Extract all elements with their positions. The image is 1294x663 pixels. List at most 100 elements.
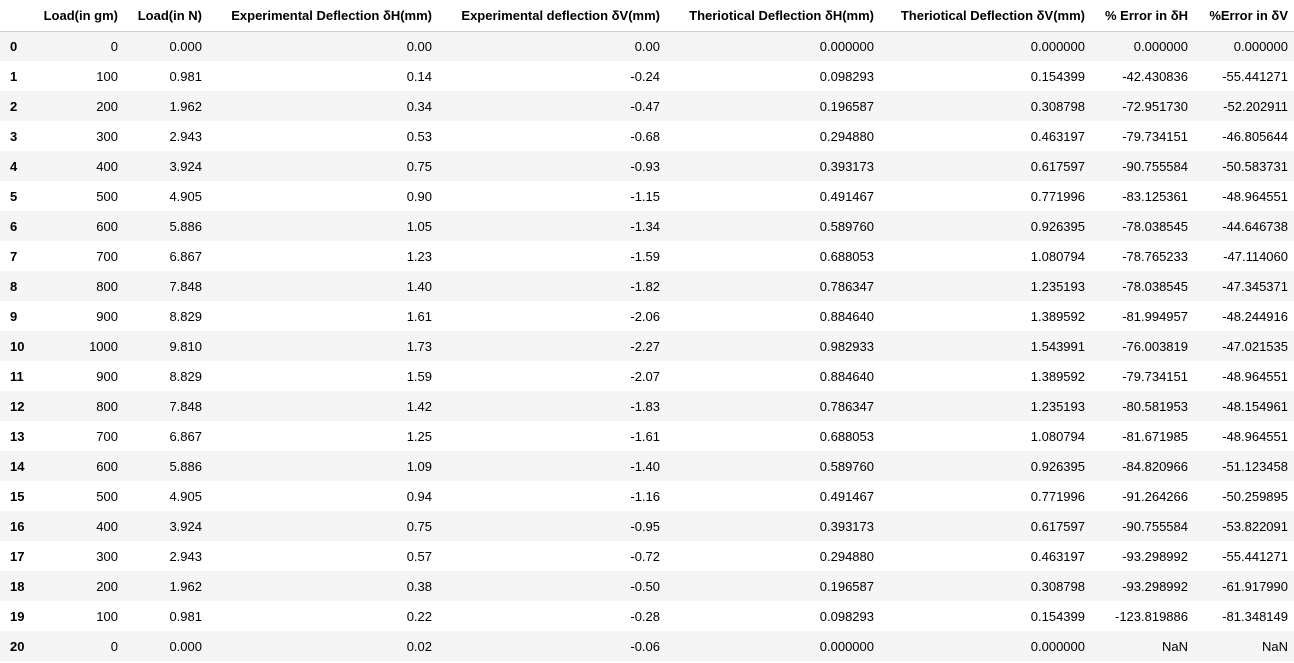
table-body: 0 0 0.000 0.00 0.00 0.000000 0.000000 0.000000 0… [0,31,1294,661]
table-cell: 4.905 [169,488,202,504]
table-cell: 1.080794 [1030,248,1085,264]
table-cell: 500 [96,188,118,204]
table-cell: 300 [96,548,118,564]
table-cell: 1000 [89,338,118,354]
table-cell: 2.943 [169,548,202,564]
table-cell: -48.964551 [1222,368,1288,384]
table-cell: -55.441271 [1222,68,1288,84]
table-cell: 0.688053 [819,428,874,444]
table-row: 20 0 0.000 0.02 -0.06 0.000000 0.000000 NaN NaN [0,631,1294,661]
table-cell: -80.581953 [1122,398,1188,414]
table-cell: 0.000000 [1133,38,1188,54]
table-cell: 0.000000 [1030,38,1085,54]
table-cell: -81.671985 [1122,428,1188,444]
table-cell: -81.994957 [1122,308,1188,324]
table-row: 9 900 8.829 1.61 -2.06 0.884640 1.389592 -81.99… [0,301,1294,331]
table-cell: -83.125361 [1122,188,1188,204]
table-cell: 300 [96,128,118,144]
table-cell: 0.771996 [1030,188,1085,204]
table-cell: 6.867 [169,428,202,444]
table-cell: -0.93 [630,158,660,174]
table-cell: 1.389592 [1030,368,1085,384]
table-cell: NaN [1161,638,1188,654]
table-cell: 0.098293 [819,608,874,624]
table-cell: 4.905 [169,188,202,204]
table-cell: -76.003819 [1122,338,1188,354]
row-index: 16 [10,518,25,534]
table-cell: 0.308798 [1030,578,1085,594]
table-row: 5 500 4.905 0.90 -1.15 0.491467 0.771996 -83.12… [0,181,1294,211]
table-cell: 0.308798 [1030,98,1085,114]
table-cell: 9.810 [169,338,202,354]
table-cell: -1.61 [630,428,660,444]
table-cell: 5.886 [169,458,202,474]
table-cell: -0.68 [630,128,660,144]
table-cell: 0.884640 [819,368,874,384]
table-row: 16 400 3.924 0.75 -0.95 0.393173 0.617597 -90.7… [0,511,1294,541]
table-cell: 0.491467 [819,188,874,204]
table-cell: 0.463197 [1030,128,1085,144]
table-cell: 800 [96,278,118,294]
table-cell: -1.34 [630,218,660,234]
table-cell: 0.926395 [1030,218,1085,234]
table-cell: 0.154399 [1030,68,1085,84]
table-cell: -0.50 [630,578,660,594]
table-cell: -1.82 [630,278,660,294]
row-index: 17 [10,548,25,564]
table-cell: -78.038545 [1122,218,1188,234]
table-cell: -93.298992 [1122,578,1188,594]
table-cell: -47.114060 [1223,248,1288,264]
table-cell: 0.884640 [819,308,874,324]
table-cell: 0.926395 [1030,458,1085,474]
table-cell: 5.886 [169,218,202,234]
table-cell: 0 [110,638,118,654]
table-cell: 0.393173 [819,158,874,174]
column-header: Load(in gm) [30,0,124,32]
table-cell: -52.202911 [1223,98,1288,114]
row-index: 2 [10,98,18,114]
table-cell: -0.06 [630,638,660,654]
table-cell: 0.53 [406,128,432,144]
table-cell: -79.734151 [1122,368,1188,384]
table-cell: 500 [96,488,118,504]
table-cell: -0.72 [630,548,660,564]
row-index: 13 [10,428,25,444]
table-cell: 1.23 [406,248,432,264]
table-cell: 200 [96,578,118,594]
table-cell: 400 [96,158,118,174]
table-cell: NaN [1261,638,1288,654]
table-header: Load(in gm) Load(in N) Experimental Deflec… [0,0,1294,32]
table-cell: 0.000 [169,638,202,654]
table-cell: -61.917990 [1222,578,1288,594]
column-header: Load(in N) [124,0,208,32]
table-cell: 0.34 [406,98,432,114]
table-row: 14 600 5.886 1.09 -1.40 0.589760 0.926395 -84.8… [0,451,1294,481]
table-cell: -51.123458 [1222,458,1288,474]
row-index: 5 [10,188,18,204]
row-index: 9 [10,308,18,324]
table-cell: 0.57 [406,548,432,564]
table-cell: -1.40 [630,458,660,474]
table-cell: 100 [96,68,118,84]
column-header: Theriotical Deflection δV(mm) [880,0,1091,32]
table-cell: 1.962 [169,98,202,114]
table-cell: 0.38 [406,578,432,594]
table-cell: 1.61 [406,308,432,324]
table-cell: 0.94 [406,488,432,504]
row-index: 15 [10,488,25,504]
table-cell: -2.06 [630,308,660,324]
table-cell: 1.40 [406,278,432,294]
table-cell: -0.95 [630,518,660,534]
table-cell: 0.000 [169,38,202,54]
table-row: 2 200 1.962 0.34 -0.47 0.196587 0.308798 -72.95… [0,91,1294,121]
table-row: 11 900 8.829 1.59 -2.07 0.884640 1.389592 -79.7… [0,361,1294,391]
table-cell: 1.05 [406,218,432,234]
table-row: 8 800 7.848 1.40 -1.82 0.786347 1.235193 -78.03… [0,271,1294,301]
table-cell: 1.59 [406,368,432,384]
table-cell: 700 [96,248,118,264]
table-cell: 0.771996 [1030,488,1085,504]
table-cell: 200 [96,98,118,114]
table-cell: 600 [96,458,118,474]
table-cell: -0.24 [630,68,660,84]
table-cell: -1.83 [630,398,660,414]
